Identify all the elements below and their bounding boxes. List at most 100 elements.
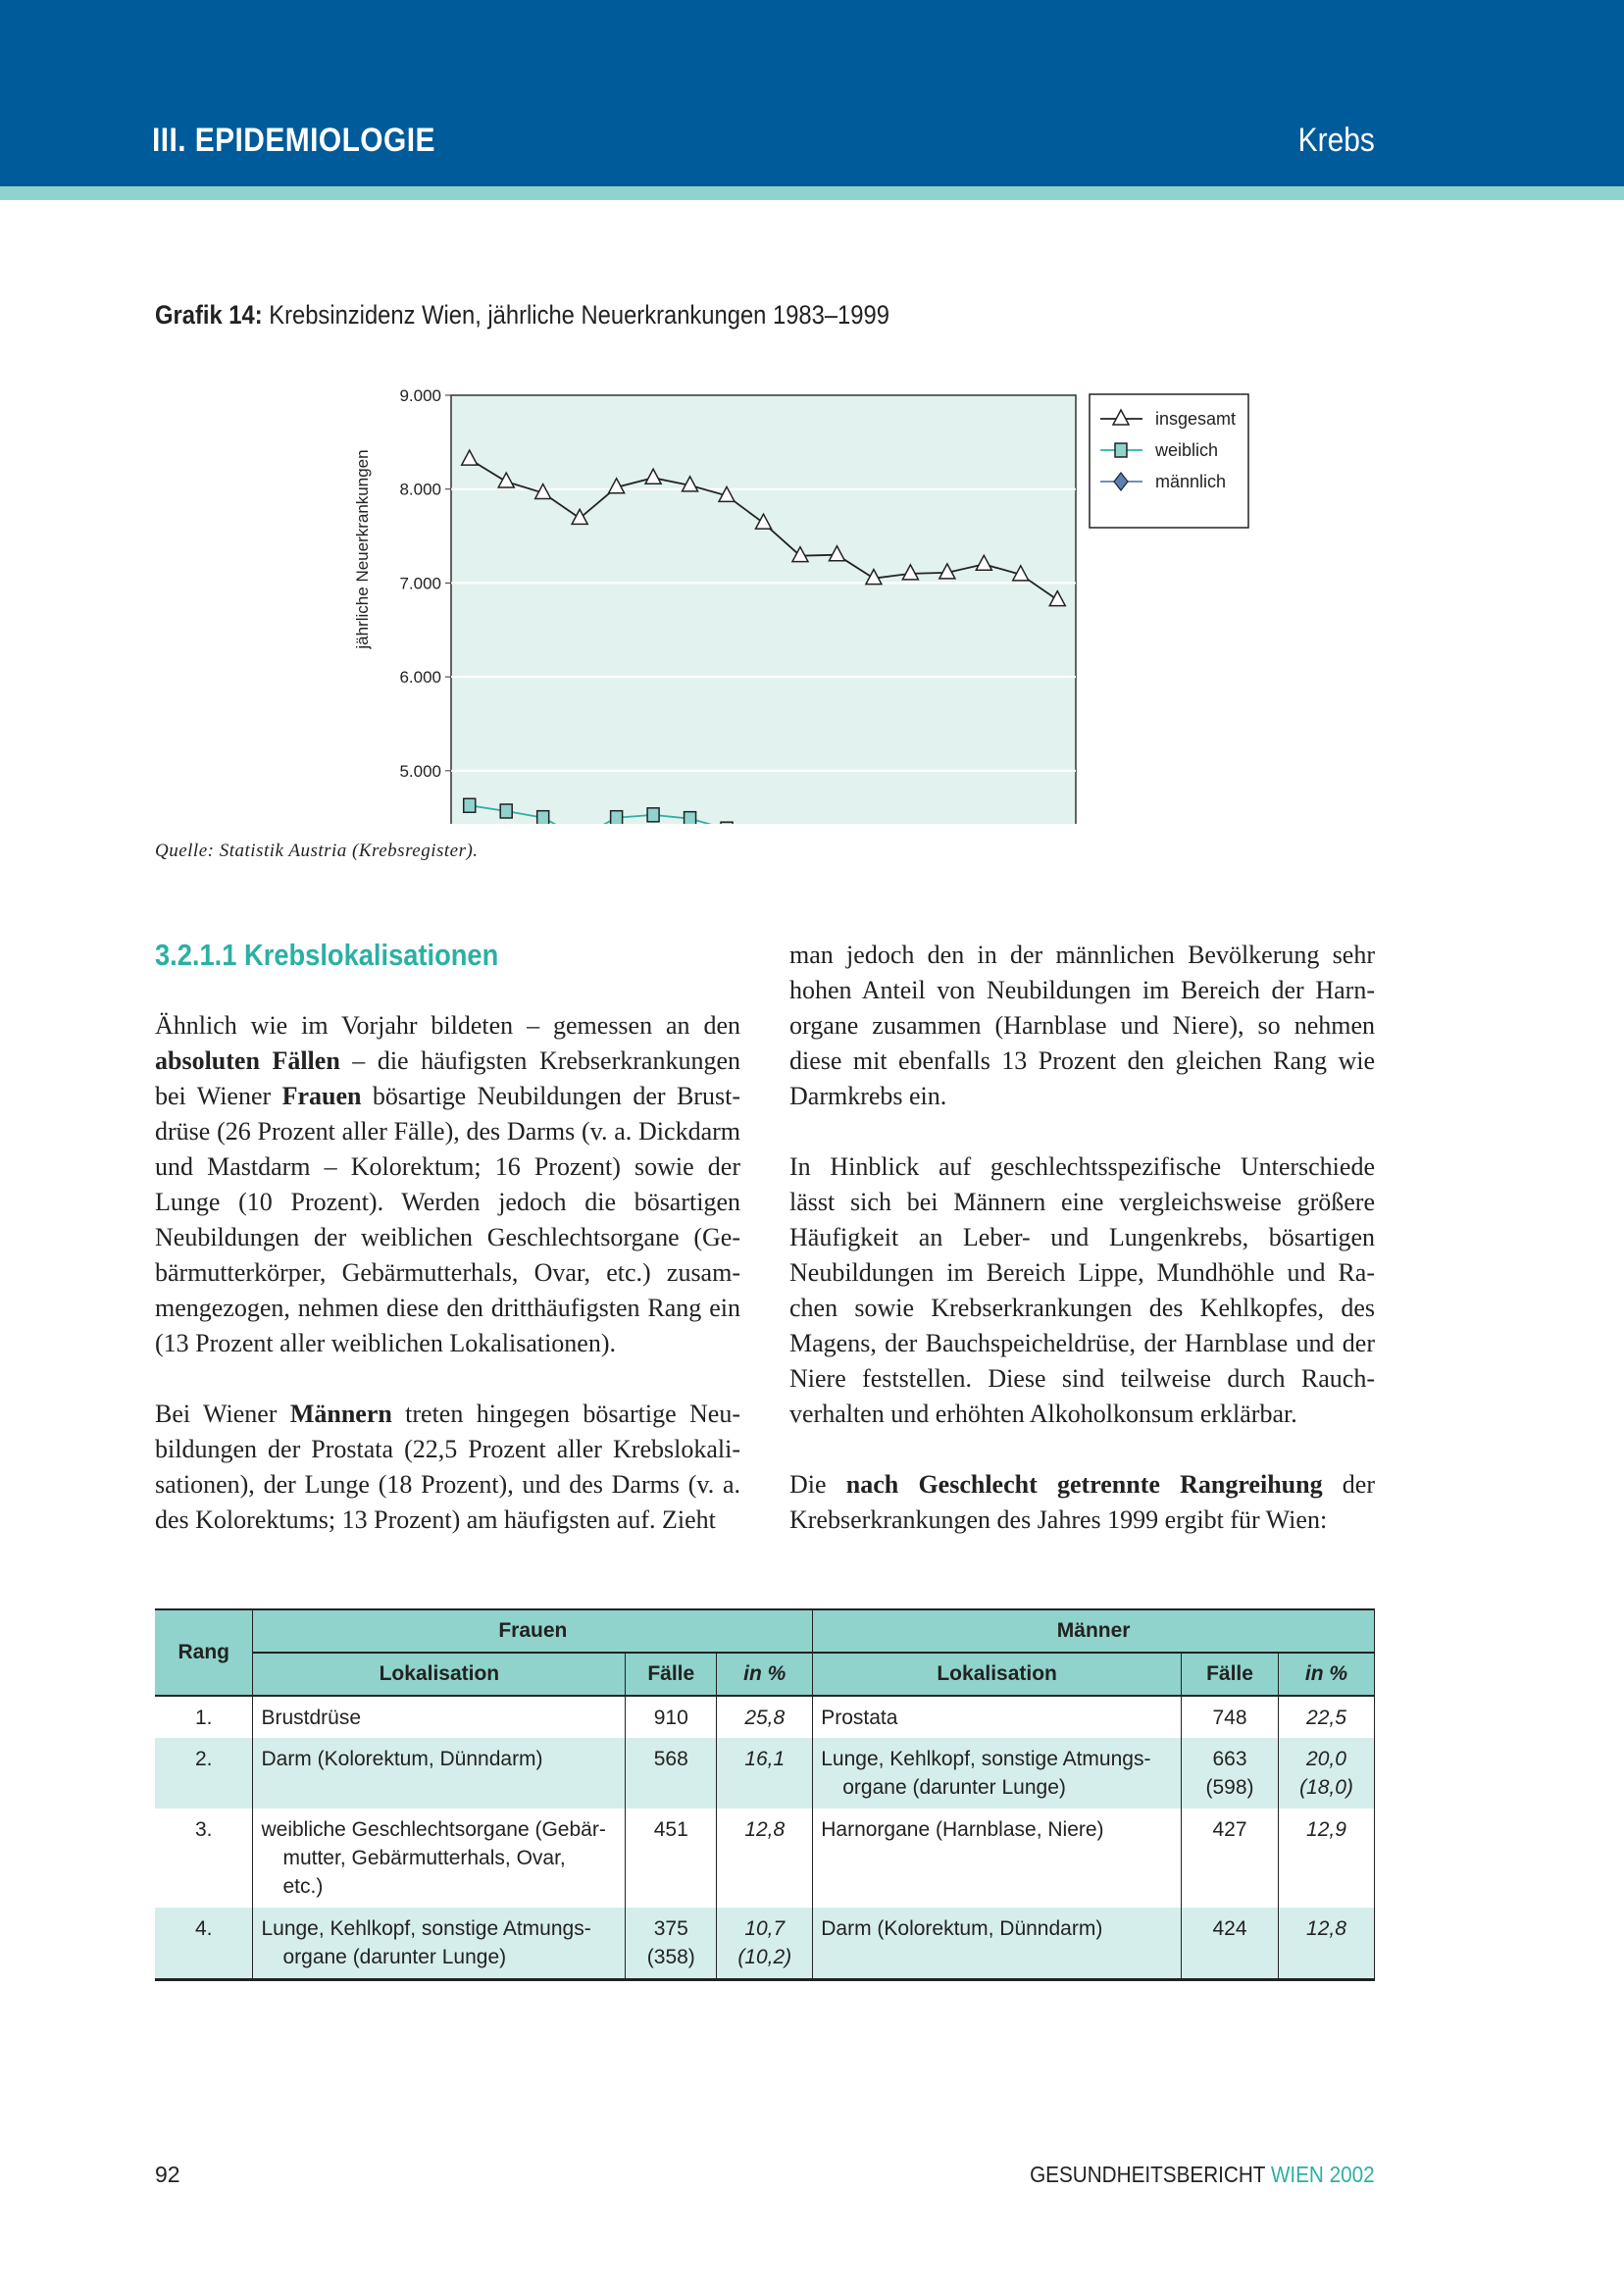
data-point-square	[535, 809, 550, 824]
legend-marker-diamond	[1113, 472, 1129, 491]
header-f-lokalisation: Lokalisation	[252, 1653, 626, 1697]
plot-area	[450, 394, 1077, 824]
cell-m-faelle: 427	[1181, 1809, 1279, 1908]
cell-f-lokalisation: Lunge, Kehlkopf, sonstige Atmungs-organe…	[252, 1908, 626, 1979]
cell-m-lokalisation: Prostata	[812, 1696, 1182, 1738]
cell-f-pct: 16,1	[716, 1738, 813, 1809]
y-tick-label: 5.000	[399, 762, 441, 781]
paragraph: In Hinblick auf geschlechtsspezifische U…	[789, 1149, 1375, 1432]
legend-box	[1089, 393, 1249, 529]
faelle-value: 663	[1212, 1748, 1247, 1770]
header-m-faelle: Fälle	[1181, 1653, 1279, 1697]
publication-title: GESUNDHEITSBERICHT	[1030, 2162, 1266, 2187]
pct-value: 20,0	[1306, 1748, 1346, 1770]
data-point-square	[646, 807, 660, 823]
lok-line: mutter, Gebärmutterhals, Ovar,	[282, 1847, 566, 1869]
data-point-triangle	[938, 562, 957, 580]
lok-line: Lunge, Kehlkopf, sonstige Atmungs-	[821, 1748, 1151, 1770]
y-tick-label: 8.000	[399, 481, 441, 499]
cell-f-pct: 10,7 (10,2)	[716, 1908, 813, 1979]
data-point-triangle	[975, 553, 993, 572]
paragraph-text: der Krebserkrankungen des Jahres 1999 er…	[789, 1470, 1375, 1534]
cell-f-faelle: 568	[625, 1738, 717, 1809]
data-point-triangle	[717, 484, 736, 503]
table-row: 2. Darm (Kolorektum, Dünndarm) 568 16,1 …	[155, 1738, 1375, 1809]
faelle-value: 424	[1212, 1917, 1247, 1940]
lok-line: Prostata	[821, 1707, 898, 1729]
lok-line: organe (darunter Lunge)	[842, 1776, 1066, 1799]
data-point-square	[683, 810, 697, 824]
data-point-triangle	[754, 512, 773, 530]
paragraph: Bei Wiener Männern treten hingegen bösar…	[155, 1397, 740, 1538]
paragraph-text: bösartige Neubildungen der Brust­drüse (…	[155, 1082, 740, 1357]
y-tick-label: 9.000	[399, 386, 441, 405]
header-frauen: Frauen	[252, 1609, 813, 1654]
pct-value: 22,5	[1306, 1707, 1346, 1729]
data-point-triangle	[643, 467, 663, 484]
figure-source: Quelle: Statistik Austria (Krebsregister…	[155, 841, 479, 861]
legend-label: weiblich	[1154, 440, 1218, 460]
header-strip	[0, 186, 1624, 200]
faelle-sub-value: (598)	[1205, 1776, 1254, 1799]
data-point-triangle	[460, 448, 479, 466]
rang-value: 3.	[194, 1818, 213, 1841]
data-point-square	[462, 797, 477, 814]
pct-sub-value: (18,0)	[1299, 1776, 1353, 1799]
publication-accent: WIEN 2002	[1271, 2162, 1375, 2187]
cell-rang: 1.	[155, 1696, 253, 1738]
pct-sub-value: (10,2)	[737, 1946, 792, 1968]
cell-f-pct: 25,8	[716, 1696, 813, 1738]
pct-value: 12,8	[744, 1818, 786, 1841]
cell-m-pct: 12,8	[1277, 1908, 1375, 1979]
figure-label: Grafik 14:	[155, 300, 263, 330]
lok-line: Brustdrüse	[261, 1707, 362, 1729]
cell-f-faelle: 375 (358)	[625, 1908, 717, 1979]
legend-label: männlich	[1155, 472, 1226, 491]
paragraph-text: – die häufigsten Krebserkrankungen bei W…	[155, 1046, 740, 1110]
data-point-triangle	[901, 563, 920, 581]
header-maenner: Männer	[812, 1609, 1375, 1654]
lok-line: organe (darunter Lunge)	[282, 1946, 507, 1968]
header-f-faelle: Fälle	[625, 1653, 717, 1697]
paragraph: Ähnlich wie im Vorjahr bildeten – gemess…	[155, 1008, 740, 1361]
cell-m-faelle: 424	[1181, 1908, 1279, 1979]
data-point-triangle	[496, 471, 516, 488]
paragraph-text: In Hinblick auf geschlechtsspezifische U…	[789, 1152, 1375, 1428]
cell-m-pct: 20,0 (18,0)	[1277, 1738, 1375, 1809]
cell-m-lokalisation: Lunge, Kehlkopf, sonstige Atmungs-organe…	[812, 1738, 1182, 1809]
paragraph: Die nach Geschlecht getrennte Rangreihun…	[789, 1467, 1375, 1538]
data-point-triangle	[607, 477, 626, 494]
cell-f-lokalisation: weibliche Geschlechtsorgane (Gebär-mutte…	[252, 1809, 626, 1908]
header-m-pct: in %	[1277, 1653, 1375, 1697]
emphasis-text: nach Geschlecht getrennte Rangreihung	[845, 1470, 1323, 1499]
y-axis-label: jährliche Neuerkrankungen	[353, 449, 372, 649]
cell-f-faelle: 451	[625, 1809, 717, 1908]
data-point-triangle	[1011, 564, 1031, 582]
emphasis-text: Männern	[289, 1400, 392, 1428]
data-point-square	[720, 821, 734, 824]
paragraph-text: Bei Wiener	[155, 1400, 290, 1428]
lok-line: Darm (Kolorektum, Dünndarm)	[261, 1748, 543, 1770]
article-right-column: man jedoch den in der männlichen Bevölke…	[789, 938, 1375, 1573]
rang-value: 1.	[194, 1707, 213, 1729]
page-number: 92	[155, 2162, 180, 2187]
data-point-triangle	[681, 475, 699, 492]
rang-value: 2.	[194, 1748, 213, 1770]
lok-line: weibliche Geschlechtsorgane (Gebär-	[261, 1818, 606, 1841]
y-tick-label: 7.000	[399, 574, 441, 592]
data-point-triangle	[828, 544, 846, 562]
section-heading: 3.2.1.1 Krebslokalisationen	[155, 938, 499, 972]
faelle-value: 748	[1212, 1707, 1247, 1729]
line-chart: 2.0003.0004.0005.0006.0007.0008.0009.000…	[353, 386, 1249, 824]
pct-value: 12,8	[1306, 1917, 1346, 1940]
legend-label: insgesamt	[1155, 409, 1236, 429]
faelle-value: 451	[653, 1818, 688, 1841]
faelle-value: 427	[1212, 1818, 1247, 1841]
cell-m-pct: 12,9	[1277, 1809, 1375, 1908]
paragraph-text: Die	[789, 1470, 846, 1499]
data-point-triangle	[864, 568, 884, 586]
pct-value: 25,8	[744, 1707, 786, 1729]
emphasis-text: Frauen	[281, 1082, 362, 1110]
header-rang: Rang	[155, 1609, 253, 1697]
header-m-lokalisation: Lokalisation	[812, 1653, 1182, 1697]
